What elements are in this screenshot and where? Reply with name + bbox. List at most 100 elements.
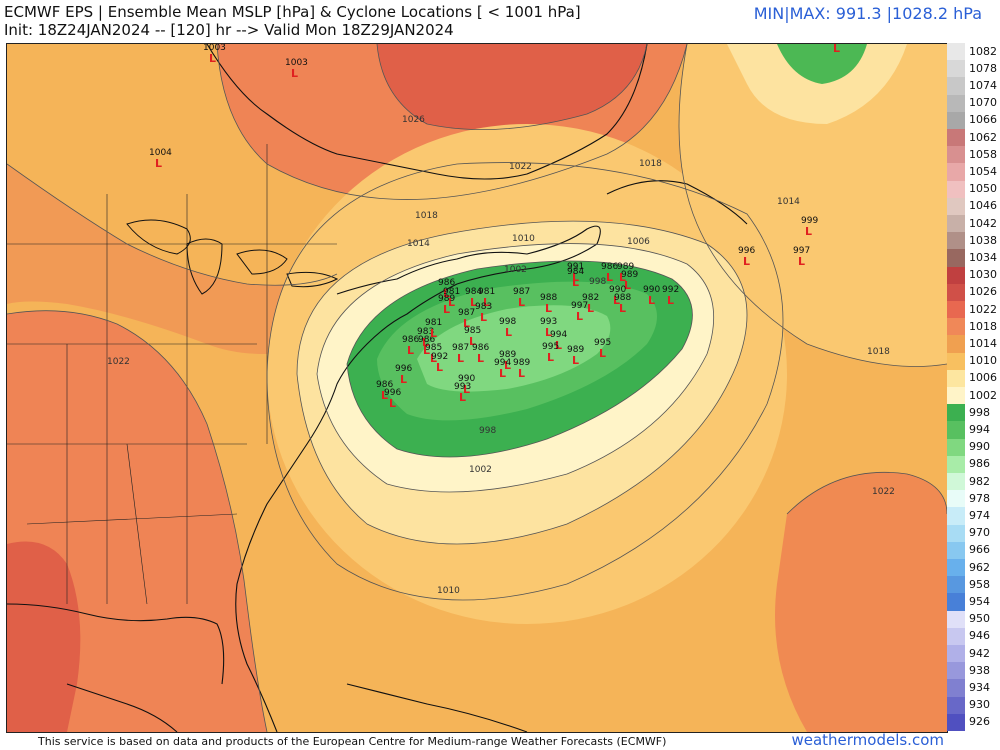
field-1018-band <box>7 164 337 354</box>
colorbar-swatch <box>947 318 965 336</box>
field-1026-band <box>377 44 647 130</box>
colorbar-tick-label: 1022 <box>969 302 997 316</box>
cyclone-pressure: 986 <box>376 380 393 390</box>
colorbar-swatch <box>947 369 965 388</box>
colorbar-swatch <box>947 713 965 732</box>
svg-text:L: L <box>291 67 298 80</box>
colorbar-swatch <box>947 404 965 422</box>
svg-text:L: L <box>599 347 606 360</box>
svg-text:L: L <box>613 294 620 307</box>
colorbar-tick-label: 1046 <box>969 199 997 213</box>
colorbar-tick-label: 1054 <box>969 165 997 178</box>
colorbar-swatch <box>947 197 965 216</box>
cyclone-pressure: 984 <box>567 267 584 277</box>
map-canvas: 1026 1022 1018 1014 1010 1006 1002 998 9… <box>7 44 947 732</box>
colorbar-swatch <box>947 490 965 508</box>
svg-text:L: L <box>155 157 162 170</box>
colorbar-tick-label: 1078 <box>969 61 997 75</box>
cyclone-pressure: 989 <box>499 350 516 360</box>
svg-text:L: L <box>504 359 511 372</box>
cyclone-pressure: 983 <box>417 327 434 337</box>
svg-text:L: L <box>619 302 626 315</box>
svg-text:L: L <box>430 327 437 340</box>
brand-link[interactable]: weathermodels.com <box>791 731 944 749</box>
cyclone-pressure: 1003 <box>285 58 308 68</box>
colorbar-swatch <box>947 94 965 113</box>
contour-label: 1002 <box>504 265 527 275</box>
colorbar-tick-label: 974 <box>969 509 990 522</box>
colorbar-swatch <box>947 696 965 715</box>
colorbar-tick-label: 1066 <box>969 113 997 127</box>
cyclone-pressure: 993 <box>540 317 557 327</box>
colorbar-swatch <box>947 541 965 560</box>
colorbar-legend: 1082 1078 1074 1070 1066 1062 1058 1054 1050 1046… <box>947 43 997 732</box>
svg-text:L: L <box>545 302 552 315</box>
svg-text:L: L <box>469 335 476 348</box>
cyclone-pressure: 1003 <box>203 44 226 53</box>
cyclone-pressure: 983 <box>475 302 492 312</box>
colorbar-swatch <box>947 627 965 646</box>
colorbar-swatch <box>947 77 965 96</box>
svg-text:L: L <box>587 302 594 315</box>
colorbar-swatch <box>947 645 965 663</box>
cyclone-pressure: 993 <box>454 382 471 392</box>
colorbar-tick-label: 942 <box>969 646 990 660</box>
cyclone-pressure: 989 <box>617 262 634 272</box>
cyclone-pressure: 996 <box>738 246 755 256</box>
svg-text:L: L <box>518 296 525 309</box>
colorbar-tick-label: 1082 <box>969 44 997 58</box>
svg-text:L: L <box>547 351 554 364</box>
contour-label: 1018 <box>867 347 890 357</box>
svg-text:L: L <box>400 373 407 386</box>
cyclone-pressure: 990 <box>458 374 475 384</box>
colorbar-swatch <box>947 352 965 371</box>
colorbar-tick-label: 982 <box>969 474 990 488</box>
svg-text:L: L <box>606 271 613 284</box>
contour-label: 1002 <box>469 465 492 475</box>
cyclone-pressure: 998 <box>499 317 516 327</box>
colorbar-swatch <box>947 335 965 354</box>
svg-text:L: L <box>209 52 216 65</box>
map-title: ECMWF EPS | Ensemble Mean MSLP [hPa] & C… <box>4 3 581 21</box>
colorbar-swatch <box>947 163 965 182</box>
colorbar-tick-label: 1074 <box>969 79 997 92</box>
cyclone-pressure: 992 <box>431 352 448 362</box>
svg-text:L: L <box>572 271 579 284</box>
pressure-map[interactable]: 1026 1022 1018 1014 1010 1006 1002 998 9… <box>6 43 948 733</box>
svg-text:L: L <box>545 326 552 339</box>
colorbar-tick-label: 990 <box>969 440 990 454</box>
svg-text:L: L <box>448 296 455 309</box>
colorbar-tick-label: 994 <box>969 423 990 436</box>
colorbar-tick-label: 1062 <box>969 130 997 144</box>
colorbar-tick-label: 1010 <box>969 354 997 368</box>
svg-text:L: L <box>422 336 429 349</box>
field-990-ring <box>417 305 611 392</box>
svg-text:L: L <box>480 311 487 324</box>
svg-text:L: L <box>833 44 840 55</box>
colorbar-swatch <box>947 593 965 612</box>
svg-text:L: L <box>483 296 490 309</box>
colorbar-tick-label: 950 <box>969 612 990 626</box>
colorbar-swatch <box>947 576 965 594</box>
coastlines <box>7 44 748 732</box>
